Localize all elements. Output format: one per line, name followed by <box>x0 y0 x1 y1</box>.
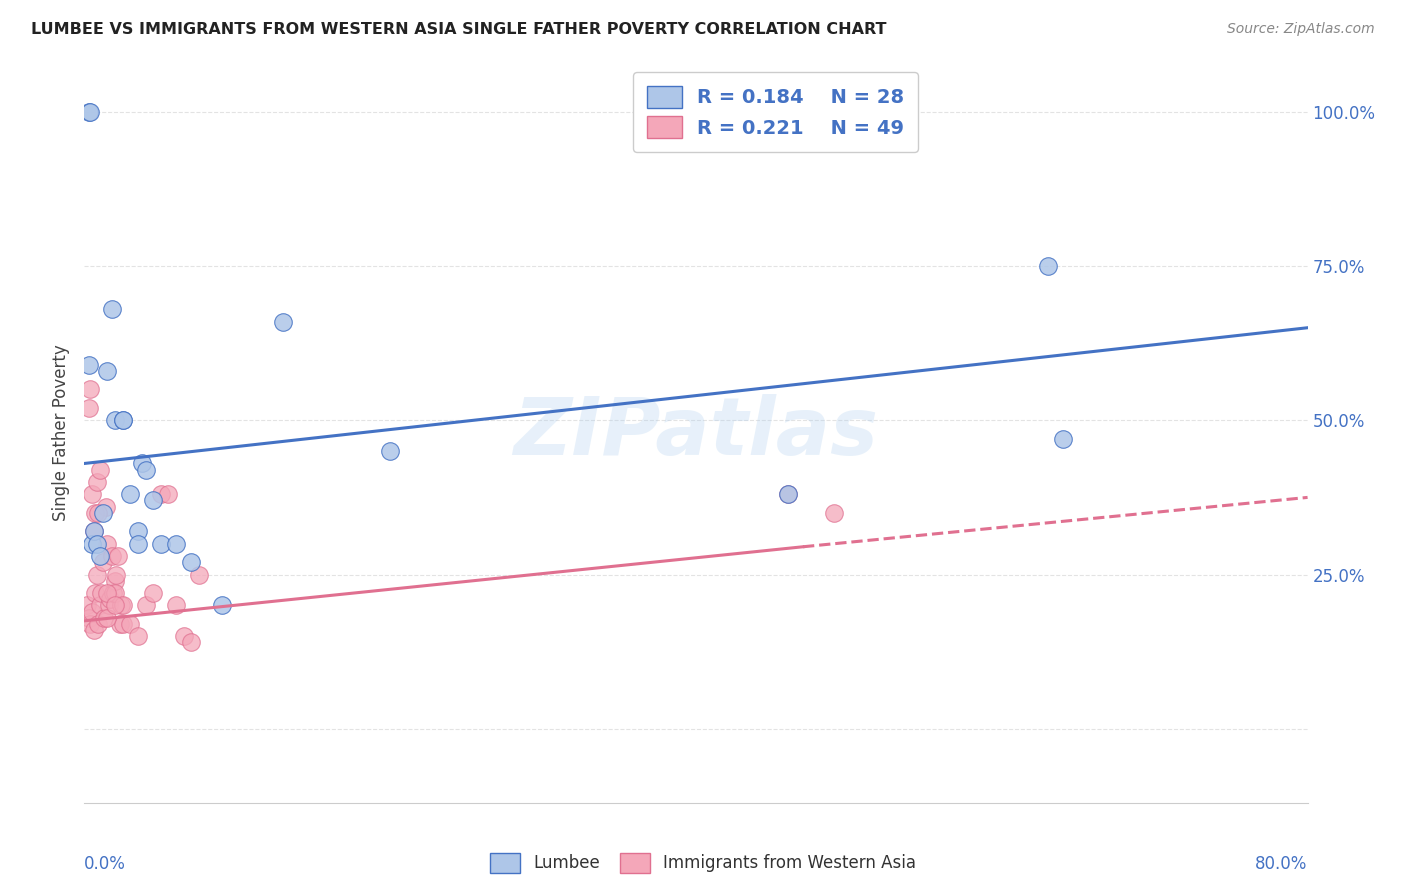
Point <box>127 524 149 539</box>
Point <box>135 599 157 613</box>
Point <box>86 567 108 582</box>
Point <box>111 413 134 427</box>
Text: 80.0%: 80.0% <box>1256 855 1308 872</box>
Point <box>776 487 799 501</box>
Point <box>77 104 100 119</box>
Point <box>111 616 134 631</box>
Text: ZIPatlas: ZIPatlas <box>513 393 879 472</box>
Point <box>80 605 103 619</box>
Point <box>271 315 294 329</box>
Text: LUMBEE VS IMMIGRANTS FROM WESTERN ASIA SINGLE FATHER POVERTY CORRELATION CHART: LUMBEE VS IMMIGRANTS FROM WESTERN ASIA S… <box>31 22 886 37</box>
Point <box>90 586 112 600</box>
Point <box>84 586 107 600</box>
Point <box>108 616 131 631</box>
Point <box>142 586 165 600</box>
Point <box>97 599 120 613</box>
Point <box>80 487 103 501</box>
Point <box>103 586 125 600</box>
Point <box>91 506 114 520</box>
Point <box>104 586 127 600</box>
Point <box>110 599 132 613</box>
Point <box>86 475 108 489</box>
Point <box>1036 259 1059 273</box>
Point <box>76 599 98 613</box>
Point <box>105 567 128 582</box>
Point <box>173 629 195 643</box>
Point <box>149 487 172 501</box>
Text: Source: ZipAtlas.com: Source: ZipAtlas.com <box>1227 22 1375 37</box>
Point <box>79 616 101 631</box>
Point <box>107 549 129 563</box>
Point <box>135 462 157 476</box>
Point <box>87 616 110 631</box>
Point <box>83 524 105 539</box>
Point <box>127 536 149 550</box>
Point <box>211 599 233 613</box>
Point <box>83 524 105 539</box>
Point <box>1052 432 1074 446</box>
Point <box>127 629 149 643</box>
Point <box>101 302 124 317</box>
Point <box>149 536 172 550</box>
Point <box>77 401 100 415</box>
Point <box>165 599 187 613</box>
Point <box>120 616 142 631</box>
Point <box>111 599 134 613</box>
Point <box>96 611 118 625</box>
Point <box>93 611 115 625</box>
Point <box>142 493 165 508</box>
Point <box>98 592 121 607</box>
Point <box>180 635 202 649</box>
Point <box>96 364 118 378</box>
Point <box>188 567 211 582</box>
Point <box>80 536 103 550</box>
Point <box>131 457 153 471</box>
Point <box>79 104 101 119</box>
Point <box>104 574 127 588</box>
Point <box>89 599 111 613</box>
Point <box>77 611 100 625</box>
Text: 0.0%: 0.0% <box>84 855 127 872</box>
Point <box>180 555 202 569</box>
Legend: R = 0.184    N = 28, R = 0.221    N = 49: R = 0.184 N = 28, R = 0.221 N = 49 <box>633 72 918 152</box>
Point <box>120 487 142 501</box>
Point <box>101 549 124 563</box>
Point <box>83 623 105 637</box>
Point <box>104 599 127 613</box>
Point <box>96 586 118 600</box>
Point <box>776 487 799 501</box>
Point <box>157 487 180 501</box>
Point <box>104 413 127 427</box>
Point <box>84 506 107 520</box>
Point <box>165 536 187 550</box>
Y-axis label: Single Father Poverty: Single Father Poverty <box>52 344 70 521</box>
Point <box>111 413 134 427</box>
Point <box>77 358 100 372</box>
Point <box>79 383 101 397</box>
Point <box>86 536 108 550</box>
Point <box>380 444 402 458</box>
Point <box>96 536 118 550</box>
Point <box>823 506 845 520</box>
Point <box>89 462 111 476</box>
Point <box>89 549 111 563</box>
Legend: Lumbee, Immigrants from Western Asia: Lumbee, Immigrants from Western Asia <box>484 847 922 880</box>
Point <box>94 500 117 514</box>
Point <box>91 555 114 569</box>
Point <box>87 506 110 520</box>
